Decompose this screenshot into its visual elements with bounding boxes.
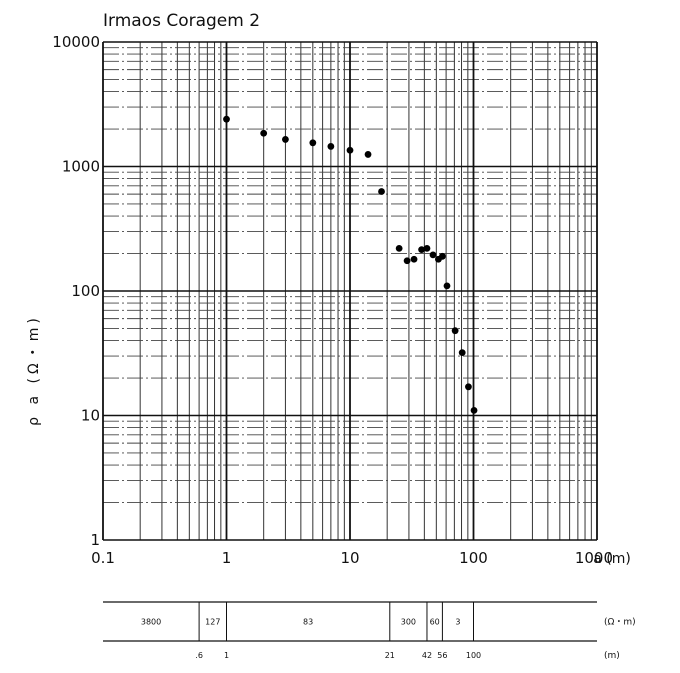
x-tick-label: 10 — [340, 549, 359, 567]
data-point — [465, 383, 472, 391]
data-point — [410, 255, 418, 263]
data-point — [378, 188, 385, 195]
y-tick-labels: 1 10 100 1000 10000 — [52, 33, 100, 549]
data-point — [443, 282, 451, 290]
strip-depth-label: 56 — [437, 651, 447, 660]
strip-depth-label: .6 — [195, 651, 203, 660]
x-tick-label: 0.1 — [91, 549, 115, 567]
data-point — [418, 246, 426, 254]
data-point — [458, 349, 466, 357]
y-tick-label: 1 — [90, 531, 100, 549]
y-tick-label: 10 — [81, 407, 100, 425]
data-point — [309, 139, 317, 147]
data-point — [223, 115, 230, 123]
strip-resistivity-label: 3800 — [141, 618, 161, 627]
x-tick-labels: 0.1 1 10 100 1000 — [91, 549, 613, 567]
chart-title: Irmaos Coragem 2 — [103, 11, 260, 31]
grid-major — [102, 41, 598, 541]
x-tick-label: 100 — [459, 549, 488, 567]
data-point — [451, 327, 459, 335]
data-point — [395, 244, 403, 252]
strip-depth-label: 42 — [422, 651, 432, 660]
data-point — [327, 143, 335, 150]
data-point — [364, 151, 372, 158]
strip-resistivity-label: 127 — [205, 618, 220, 627]
strip-depth-label: 100 — [466, 651, 481, 660]
y-tick-label: 10000 — [52, 33, 100, 51]
data-point — [346, 146, 354, 154]
data-point — [423, 244, 431, 252]
data-point — [470, 406, 478, 414]
strip-resistivity-label: 83 — [303, 618, 313, 627]
data-points — [223, 115, 478, 414]
y-tick-label: 1000 — [62, 158, 100, 176]
data-point — [260, 129, 268, 137]
strip-resistivity-label: 300 — [401, 618, 416, 627]
strip-depth-label: 21 — [385, 651, 395, 660]
x-tick-label: 1 — [222, 549, 232, 567]
strip-resistivity-label: 3 — [455, 618, 460, 627]
y-axis-label: ρ a (Ω・m) — [26, 314, 42, 426]
x-axis-label: a (m) — [593, 551, 631, 567]
strip-depth-label: 1 — [224, 651, 229, 660]
x-tick-label: 1000 — [575, 549, 613, 567]
strip-resistivity-label: 60 — [430, 618, 440, 627]
y-tick-label: 100 — [71, 282, 100, 300]
data-point — [429, 251, 437, 259]
strip-resistivity-unit: (Ω・m) — [604, 618, 636, 628]
data-point — [439, 252, 446, 260]
data-point — [403, 257, 411, 265]
strip-depth-unit: (m) — [604, 651, 620, 661]
layer-strip: .6 1 21 42 56 100 3800 127 83 300 60 3 (Ω・m) (m) — [103, 601, 636, 661]
data-point — [282, 136, 289, 143]
